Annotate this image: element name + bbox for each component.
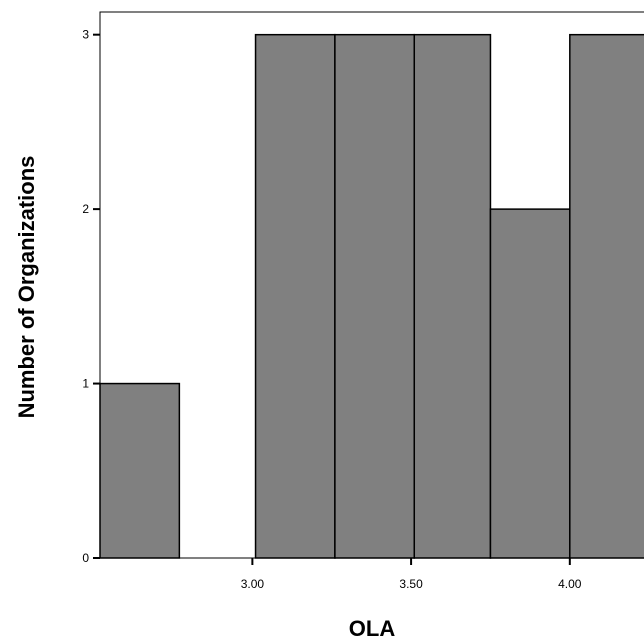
y-tick-label: 1	[82, 377, 89, 391]
y-axis: 0 1 2 3	[82, 28, 100, 565]
x-tick-label: 3.50	[399, 577, 423, 591]
histogram-bar	[334, 33, 416, 559]
histogram-bar	[413, 33, 492, 559]
x-tick-label: 3.00	[241, 577, 265, 591]
x-axis-title: OLA	[349, 616, 396, 641]
x-axis: 3.00 3.50 4.00	[241, 558, 582, 591]
y-axis-title: Number of Organizations	[14, 156, 39, 419]
histogram-bar	[254, 33, 336, 559]
bars-group	[99, 33, 644, 559]
histogram-bar	[569, 33, 644, 559]
y-tick-label: 0	[82, 551, 89, 565]
y-tick-label: 2	[82, 202, 89, 216]
y-tick-label: 3	[82, 28, 89, 42]
x-tick-label: 4.00	[558, 577, 582, 591]
histogram-bar	[489, 208, 571, 559]
histogram-bar	[99, 382, 181, 559]
